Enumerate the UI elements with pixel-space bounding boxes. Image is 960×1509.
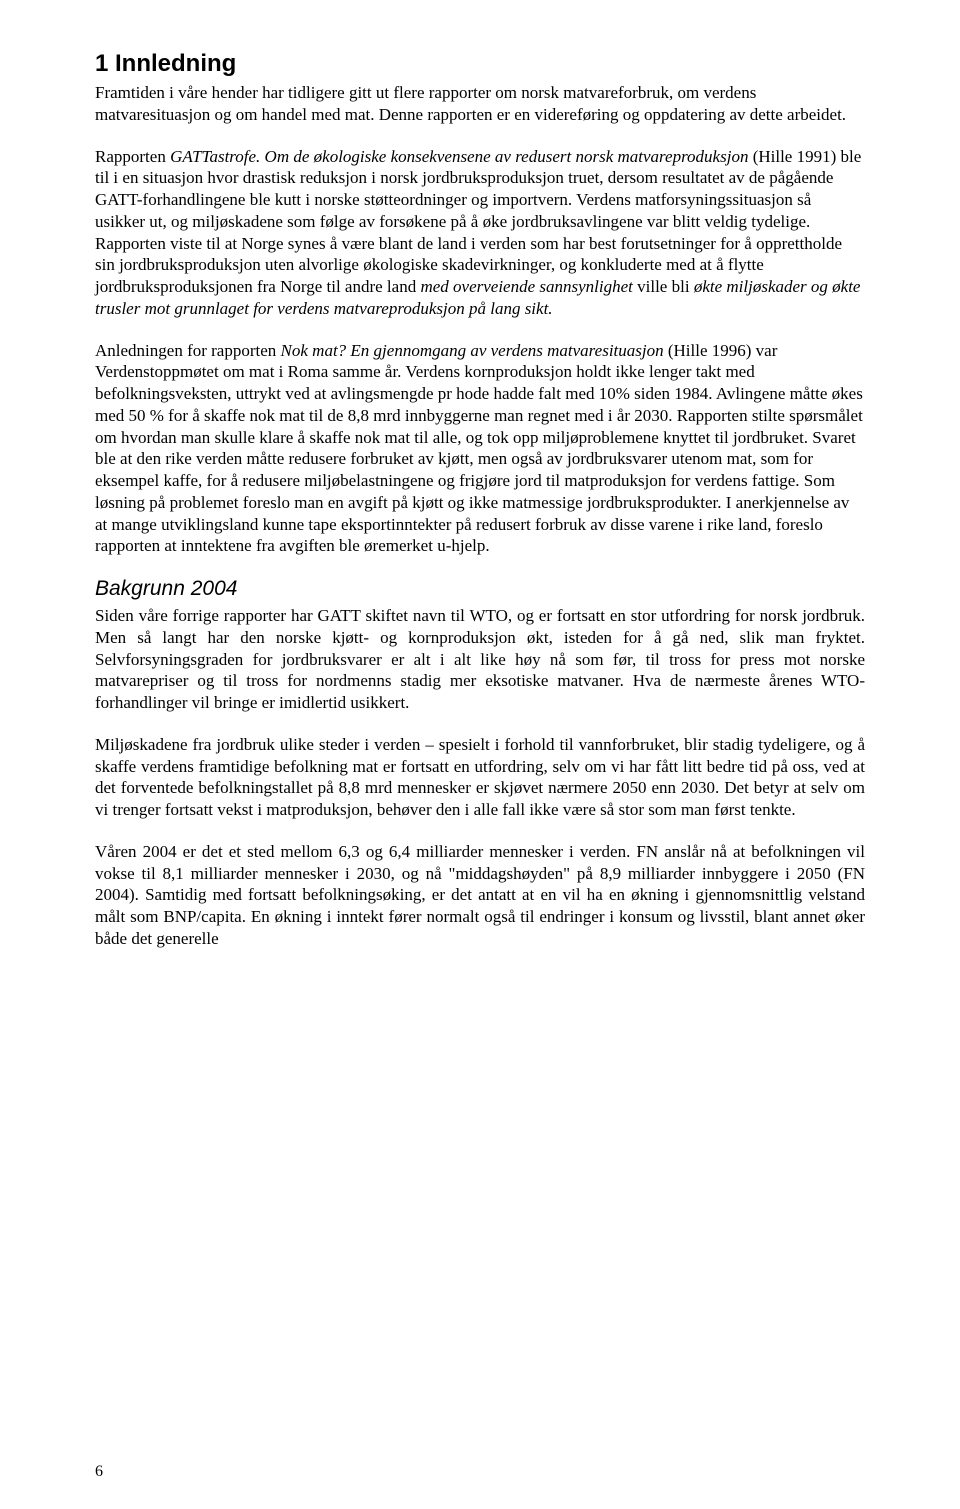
text-run: ville bli xyxy=(633,277,694,296)
paragraph-nokmat: Anledningen for rapporten Nok mat? En gj… xyxy=(95,340,865,558)
paragraph-bakgrunn-3: Våren 2004 er det et sted mellom 6,3 og … xyxy=(95,841,865,950)
document-page: 1 Innledning Framtiden i våre hender har… xyxy=(0,0,960,1509)
paragraph-gattastrofe: Rapporten GATTastrofe. Om de økologiske … xyxy=(95,146,865,320)
text-run: Anledningen for rapporten xyxy=(95,341,281,360)
report-title-italic: GATTastrofe. Om de økologiske konsekvens… xyxy=(170,147,748,166)
text-run: (Hille 1996) var Verdenstoppmøtet om mat… xyxy=(95,341,863,556)
text-run: (Hille 1991) ble til i en situasjon hvor… xyxy=(95,147,861,297)
paragraph-bakgrunn-2: Miljøskadene fra jordbruk ulike steder i… xyxy=(95,734,865,821)
paragraph-bakgrunn-1: Siden våre forrige rapporter har GATT sk… xyxy=(95,605,865,714)
subsection-heading: Bakgrunn 2004 xyxy=(95,577,865,601)
section-heading: 1 Innledning xyxy=(95,50,865,78)
intro-paragraph: Framtiden i våre hender har tidligere gi… xyxy=(95,82,865,126)
italic-phrase: med overveiende sannsynlighet xyxy=(420,277,632,296)
text-run: Rapporten xyxy=(95,147,170,166)
page-number: 6 xyxy=(95,1463,103,1481)
report-title-italic: Nok mat? En gjennomgang av verdens matva… xyxy=(281,341,664,360)
